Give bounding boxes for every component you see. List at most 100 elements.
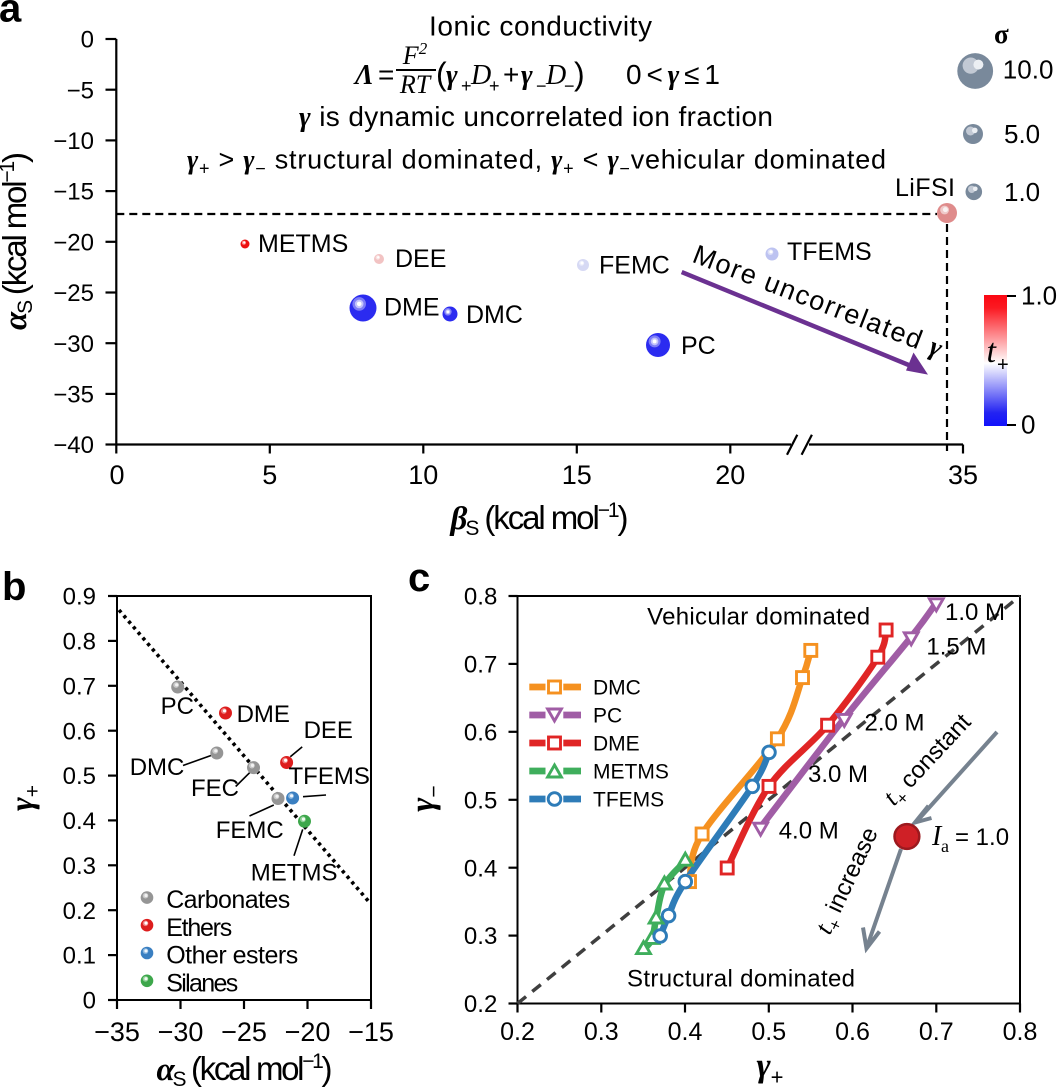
svg-text:−30: −30 xyxy=(158,1017,204,1047)
svg-text:DEE: DEE xyxy=(304,717,353,744)
svg-text:0.3: 0.3 xyxy=(63,853,96,880)
svg-text:DMC: DMC xyxy=(130,754,185,781)
svg-text:−25: −25 xyxy=(53,280,94,307)
svg-text:0.6: 0.6 xyxy=(63,718,96,745)
svg-text:35: 35 xyxy=(948,460,978,490)
svg-text:γ−: γ− xyxy=(405,785,446,811)
svg-text:5.0: 5.0 xyxy=(1004,119,1040,149)
svg-text:FEC: FEC xyxy=(191,775,239,802)
svg-text:0.3: 0.3 xyxy=(584,1018,619,1046)
svg-text:0.4: 0.4 xyxy=(63,808,96,835)
svg-text:0.2: 0.2 xyxy=(63,898,96,925)
svg-text:DMC: DMC xyxy=(466,301,523,329)
svg-text:RT: RT xyxy=(399,70,432,99)
svg-text:0.8: 0.8 xyxy=(63,629,96,656)
svg-text:0.4: 0.4 xyxy=(464,855,497,882)
svg-text:TFEMS: TFEMS xyxy=(593,788,664,811)
svg-text:FEMC: FEMC xyxy=(216,817,284,844)
svg-text:−35: −35 xyxy=(94,1017,140,1047)
svg-text:D: D xyxy=(470,60,491,91)
svg-text:15: 15 xyxy=(562,460,592,490)
svg-text:METMS: METMS xyxy=(258,230,348,258)
svg-text:PC: PC xyxy=(593,704,622,727)
svg-text:I: I xyxy=(931,821,943,852)
svg-text:0.8: 0.8 xyxy=(464,584,497,611)
svg-text:0: 0 xyxy=(1021,410,1035,440)
svg-text:TFEMS: TFEMS xyxy=(787,238,872,266)
svg-text:1.0 M: 1.0 M xyxy=(945,599,1005,626)
svg-text:Silanes: Silanes xyxy=(166,969,238,997)
svg-text:1.0: 1.0 xyxy=(1004,177,1040,207)
svg-text:(: ( xyxy=(436,56,447,92)
svg-text:DME: DME xyxy=(384,294,440,322)
svg-text:0.2: 0.2 xyxy=(500,1018,535,1046)
svg-text:γ+: γ+ xyxy=(5,785,45,811)
svg-text:0: 0 xyxy=(81,27,94,54)
svg-text:−20: −20 xyxy=(285,1017,331,1047)
svg-text:4.0 M: 4.0 M xyxy=(779,818,839,845)
svg-text:DMC: DMC xyxy=(593,676,641,699)
svg-text:−5: −5 xyxy=(67,77,94,104)
svg-text:γ+ > γ− structural dominated,: γ+ > γ− structural dominated, γ+ < γ−veh… xyxy=(187,145,886,179)
svg-text:+: + xyxy=(489,76,500,96)
svg-text:Ionic conductivity: Ionic conductivity xyxy=(429,10,652,41)
svg-text:0.5: 0.5 xyxy=(751,1018,786,1046)
svg-text:0.7: 0.7 xyxy=(919,1018,954,1046)
svg-text:0.6: 0.6 xyxy=(464,719,497,746)
svg-text:0.4: 0.4 xyxy=(668,1018,703,1046)
svg-text:2.0 M: 2.0 M xyxy=(865,710,925,737)
svg-text:+: + xyxy=(503,59,519,90)
svg-text:βS (kcal mol−1): βS (kcal mol−1) xyxy=(449,499,629,540)
svg-text:20: 20 xyxy=(715,460,745,490)
svg-text:Structural dominated: Structural dominated xyxy=(627,966,855,993)
svg-text:0.2: 0.2 xyxy=(464,991,497,1018)
svg-text:σ: σ xyxy=(994,19,1009,49)
svg-text:+: + xyxy=(997,354,1009,376)
svg-text:10: 10 xyxy=(408,460,438,490)
svg-text:0.7: 0.7 xyxy=(464,652,497,679)
svg-text:TFEMS: TFEMS xyxy=(289,763,370,790)
svg-text:−30: −30 xyxy=(53,331,94,358)
svg-text:Λ: Λ xyxy=(353,60,374,91)
svg-text:5: 5 xyxy=(262,460,277,490)
svg-text:0.3: 0.3 xyxy=(464,923,497,950)
svg-text:+: + xyxy=(461,76,472,96)
svg-text:0.9: 0.9 xyxy=(63,584,96,611)
svg-text:γ is dynamic uncorrelated ion: γ is dynamic uncorrelated ion fraction xyxy=(299,101,773,133)
svg-text:−15: −15 xyxy=(348,1017,394,1047)
svg-text:1.5 M: 1.5 M xyxy=(926,634,986,661)
svg-text:F2: F2 xyxy=(402,39,428,70)
svg-text:METMS: METMS xyxy=(251,860,338,887)
svg-text:αS (kcal mol−1): αS (kcal mol−1) xyxy=(0,152,37,330)
svg-text:1.0: 1.0 xyxy=(1021,281,1057,311)
svg-text:−: − xyxy=(536,76,547,96)
svg-text:−10: −10 xyxy=(53,128,94,155)
svg-text:−: − xyxy=(564,76,575,96)
svg-text:METMS: METMS xyxy=(593,760,669,783)
svg-text:a: a xyxy=(0,0,22,31)
svg-text:=: = xyxy=(378,59,394,90)
svg-text:0.5: 0.5 xyxy=(63,763,96,790)
svg-text:DEE: DEE xyxy=(395,245,446,273)
svg-text:0: 0 xyxy=(83,988,96,1015)
svg-text:DME: DME xyxy=(237,701,290,728)
svg-text:γ: γ xyxy=(521,60,533,91)
svg-text:0.6: 0.6 xyxy=(835,1018,870,1046)
svg-text:0 < γ ≤ 1: 0 < γ ≤ 1 xyxy=(626,59,720,91)
svg-text:3.0 M: 3.0 M xyxy=(808,761,868,788)
svg-text:c: c xyxy=(408,556,430,600)
svg-text:0.5: 0.5 xyxy=(464,787,497,814)
svg-text:Other esters: Other esters xyxy=(166,942,298,970)
svg-text:0: 0 xyxy=(109,460,124,490)
svg-text:Carbonates: Carbonates xyxy=(166,886,290,914)
svg-text:): ) xyxy=(574,56,585,92)
svg-text:b: b xyxy=(2,565,26,609)
svg-text:0.7: 0.7 xyxy=(63,673,96,700)
svg-text:10.0: 10.0 xyxy=(1003,55,1054,85)
svg-text:γ: γ xyxy=(446,60,458,91)
svg-text:Ethers: Ethers xyxy=(166,914,232,942)
svg-text:FEMC: FEMC xyxy=(599,252,670,280)
svg-text:0.8: 0.8 xyxy=(1003,1018,1038,1046)
svg-text:a: a xyxy=(941,836,949,856)
svg-text:γ+: γ+ xyxy=(756,1048,783,1088)
